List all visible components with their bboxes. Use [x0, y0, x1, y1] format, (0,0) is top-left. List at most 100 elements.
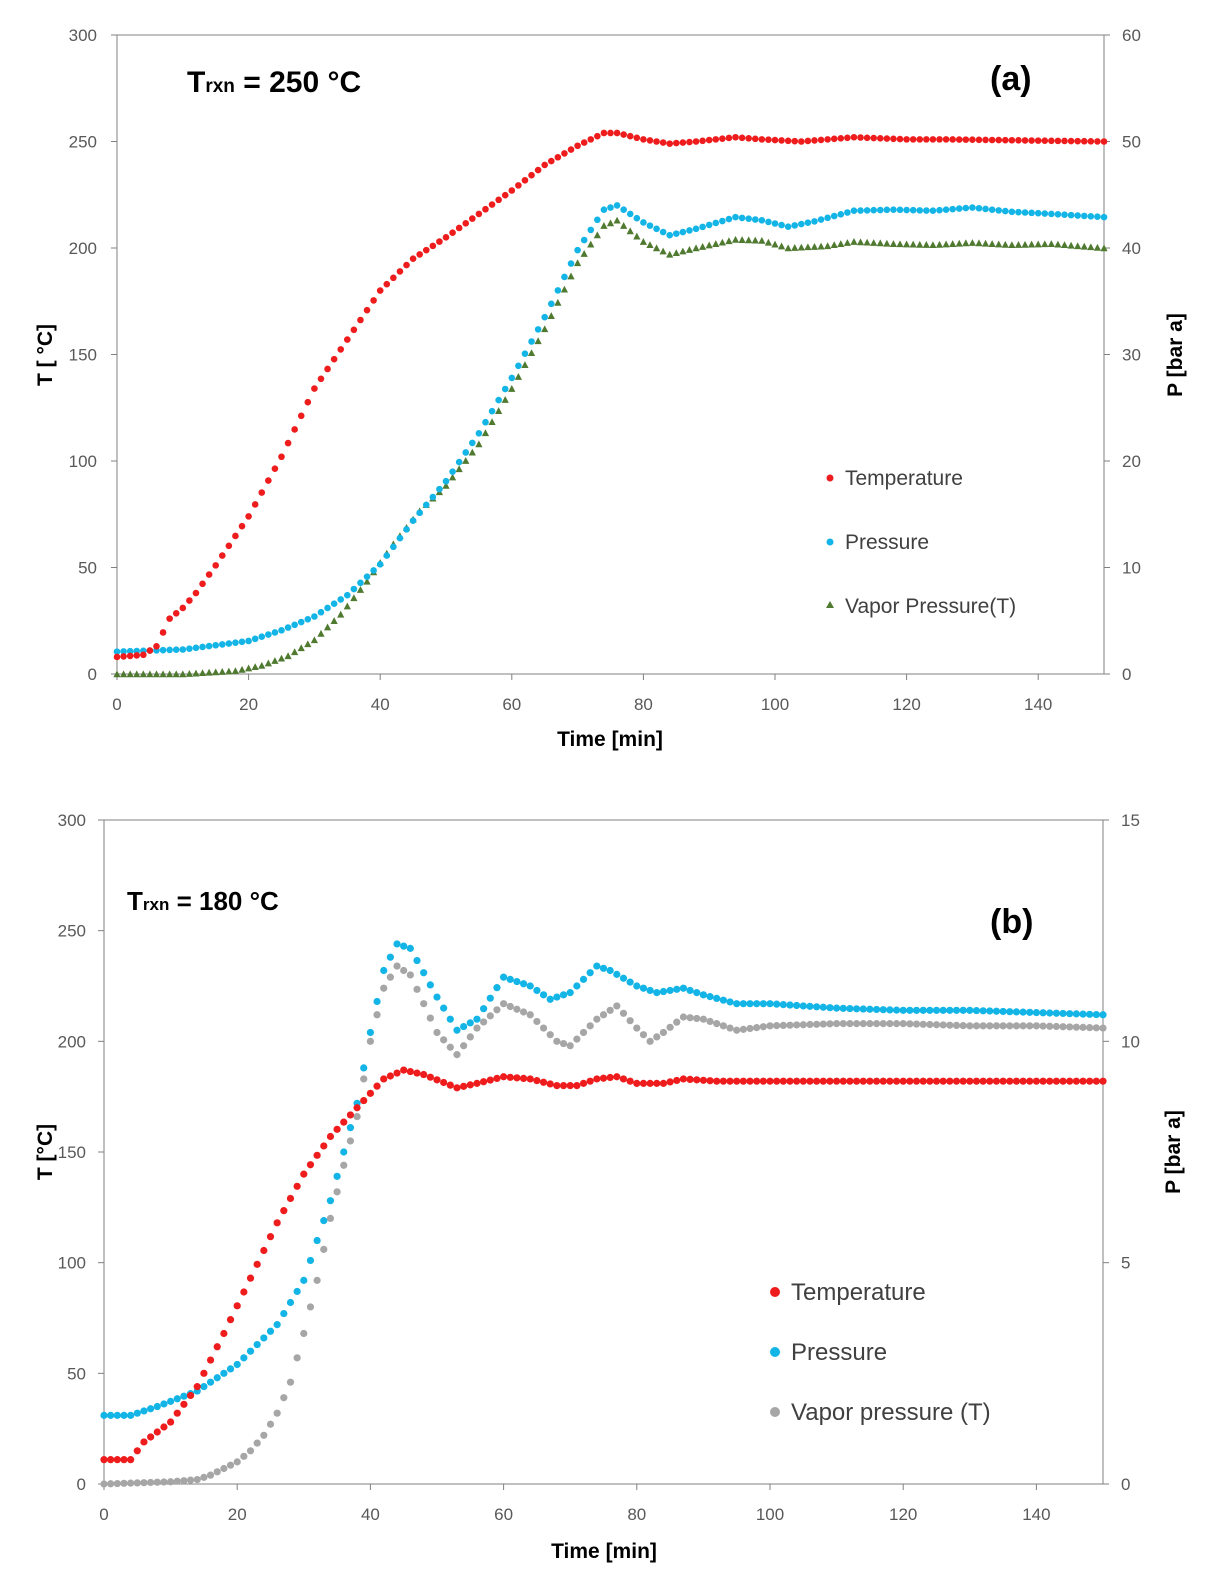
data-point: [919, 1077, 927, 1085]
data-point: [852, 1005, 861, 1013]
data-point: [903, 136, 910, 143]
data-point: [579, 1028, 588, 1037]
data-point: [167, 1418, 175, 1426]
data-point: [673, 1076, 681, 1085]
data-point: [251, 635, 259, 643]
data-point: [620, 131, 627, 138]
data-point: [1021, 137, 1029, 144]
data-point: [333, 1188, 341, 1196]
data-point: [245, 664, 253, 672]
data-point: [999, 1022, 1007, 1030]
data-point: [1054, 211, 1062, 218]
data-point: [659, 139, 667, 146]
x-tick-label: 0: [112, 695, 121, 714]
data-point: [486, 994, 494, 1002]
data-point: [304, 640, 312, 648]
data-point: [486, 1076, 494, 1084]
data-point: [1067, 211, 1075, 219]
data-point: [153, 1478, 161, 1486]
data-point: [500, 1073, 508, 1081]
data-point: [753, 1077, 761, 1085]
data-point: [406, 944, 414, 952]
data-point: [1066, 1023, 1074, 1031]
data-point: [508, 384, 516, 392]
data-point: [929, 136, 937, 143]
data-point: [859, 1077, 867, 1085]
data-point: [440, 1036, 448, 1044]
data-point: [830, 241, 838, 249]
data-point: [133, 652, 141, 659]
data-point: [955, 136, 963, 143]
data-point: [626, 210, 634, 218]
data-point: [693, 1014, 701, 1023]
data-point: [119, 670, 128, 678]
data-point: [1087, 213, 1095, 220]
data-point: [344, 336, 351, 343]
data-point: [929, 207, 937, 215]
data-point: [806, 1020, 814, 1029]
data-point: [481, 429, 490, 437]
data-point: [883, 239, 891, 247]
data-point: [850, 238, 858, 245]
data-point: [480, 1018, 488, 1026]
data-point: [579, 975, 588, 983]
data-point: [534, 337, 542, 345]
data-point: [1015, 137, 1022, 144]
data-point: [324, 604, 331, 612]
data-point: [547, 312, 555, 319]
data-point: [863, 238, 871, 246]
data-point: [140, 1438, 148, 1446]
data-point: [180, 1400, 188, 1408]
data-point: [725, 237, 733, 245]
data-point: [199, 643, 206, 651]
data-point: [1100, 138, 1108, 145]
data-point: [699, 991, 708, 999]
data-point: [1012, 1022, 1021, 1030]
data-point: [999, 1077, 1007, 1085]
data-point: [779, 1000, 787, 1009]
data-point: [929, 241, 937, 249]
data-point: [919, 1006, 927, 1014]
data-point: [533, 1077, 541, 1085]
x-tick-label: 100: [761, 695, 789, 714]
data-point: [738, 236, 746, 243]
data-point: [409, 255, 417, 262]
data-point: [646, 222, 654, 229]
data-point: [480, 1078, 488, 1086]
data-point: [533, 986, 541, 995]
data-point: [1074, 137, 1081, 145]
data-point: [968, 239, 976, 246]
data-point: [765, 136, 772, 144]
data-point: [640, 219, 647, 226]
data-point: [798, 138, 805, 145]
legend-marker-temperature: [770, 1287, 780, 1297]
data-point: [480, 1005, 488, 1013]
data-point: [733, 1000, 741, 1008]
data-point: [396, 534, 404, 542]
data-point: [353, 1104, 361, 1112]
data-point: [350, 326, 358, 334]
data-point: [541, 325, 549, 333]
data-point: [872, 1077, 881, 1085]
data-point: [173, 1477, 181, 1485]
data-point: [293, 1182, 301, 1190]
data-point: [113, 1456, 121, 1464]
data-point: [733, 1026, 741, 1034]
data-point: [120, 648, 127, 655]
data-point: [719, 217, 726, 225]
data-point: [705, 241, 713, 249]
data-point: [988, 206, 996, 213]
data-point: [546, 995, 554, 1003]
data-point: [440, 1078, 448, 1087]
data-point: [969, 204, 976, 211]
data-point: [559, 991, 568, 999]
data-point: [126, 647, 134, 655]
data-point: [159, 629, 167, 636]
data-point: [850, 133, 858, 141]
data-point: [666, 1078, 674, 1086]
data-point: [1087, 138, 1095, 145]
data-point: [416, 251, 423, 258]
data-point: [266, 1420, 275, 1428]
data-point: [403, 261, 410, 269]
data-point: [1028, 137, 1035, 144]
